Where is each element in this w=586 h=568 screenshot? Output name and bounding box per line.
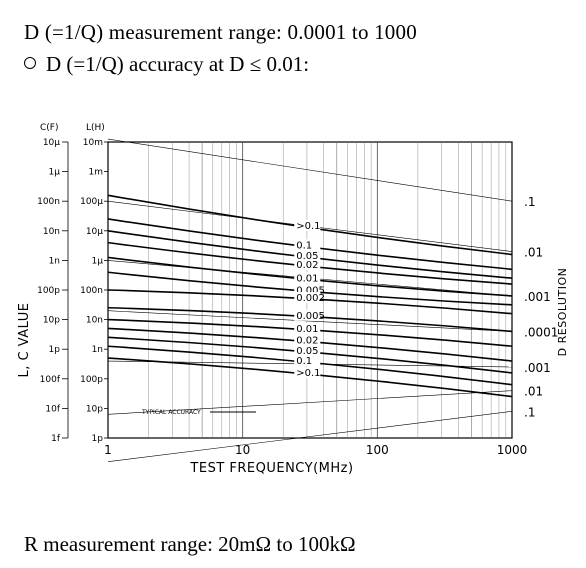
- c-tick-label: 1μ: [49, 168, 61, 178]
- accuracy-curve-label: >0.1: [296, 221, 320, 232]
- accuracy-curve-label: 0.02: [296, 260, 318, 271]
- axis-ticks: 1 10 100 1000 10μ 1μ 100n 10n 1n 100p 10p 1p 100f 10f…: [37, 138, 527, 457]
- curve-label-background: [294, 334, 321, 346]
- accuracy-curves: >0.10.10.050.020.010.0050.0020.0050.010.…: [107, 194, 513, 398]
- curve-label-background: [294, 284, 321, 296]
- curve-label-background: [294, 367, 321, 379]
- resolution-label: .1: [524, 195, 535, 209]
- l-tick-label: 10n: [86, 316, 103, 326]
- l-tick-label: 10p: [86, 404, 103, 414]
- d-accuracy-label: D (=1/Q) accuracy at D ≤ 0.01:: [46, 52, 310, 76]
- r-range-text: R measurement range: 20mΩ to 100kΩ: [24, 532, 356, 556]
- accuracy-curve-label: 0.01: [296, 324, 318, 335]
- l-tick-label: 10μ: [86, 227, 103, 237]
- resolution-label: .1: [524, 405, 535, 419]
- curve-label-background: [294, 272, 321, 284]
- legend-label: TYPICAL ACCURACY: [141, 409, 201, 416]
- x-tick-label: 1: [104, 443, 112, 457]
- l-tick-label: 10m: [83, 138, 103, 148]
- l-tick-label: 1p: [92, 434, 104, 444]
- x-axis-label: TEST FREQUENCY(MHz): [189, 461, 353, 476]
- l-tick-label: 100μ: [80, 197, 103, 207]
- d-range-text: D (=1/Q) measurement range: 0.0001 to 10…: [24, 20, 417, 44]
- resolution-line: [107, 390, 513, 415]
- resolution-label: .01: [524, 246, 543, 260]
- accuracy-curve-label: 0.05: [296, 251, 318, 262]
- c-tick-label: 100p: [37, 286, 60, 296]
- c-tick-label: 100f: [40, 375, 61, 385]
- l-tick-label: 100p: [80, 375, 103, 385]
- accuracy-curve-label: 0.002: [296, 293, 325, 304]
- c-tick-label: 10n: [43, 227, 60, 237]
- right-axis-label: D RESOLUTION: [556, 268, 569, 357]
- resolution-lines: .1 .01 .001 .0001 .001 .01 .1: [107, 138, 558, 462]
- curve-label-background: [294, 239, 321, 251]
- l-tick-label: 1μ: [92, 256, 104, 266]
- c-tick-label: 1f: [51, 434, 61, 444]
- l-tick-label: 100n: [80, 286, 103, 296]
- c-tick-label: 10f: [45, 404, 60, 414]
- curve-label-background: [294, 344, 321, 356]
- accuracy-curve-label: 0.1: [296, 356, 312, 367]
- c-axis-title: C(F): [40, 123, 58, 133]
- c-tick-label: 1p: [49, 345, 61, 355]
- l-axis-title: L(H): [86, 123, 105, 133]
- chart-grid: [148, 142, 507, 438]
- accuracy-curve-label: 0.01: [296, 273, 318, 284]
- l-tick-label: 1m: [89, 168, 104, 178]
- c-tick-label: 1n: [49, 256, 60, 266]
- accuracy-curve-label: 0.02: [296, 336, 318, 347]
- resolution-label: .001: [524, 361, 551, 375]
- l-tick-label: 1n: [92, 345, 103, 355]
- accuracy-curve-label: 0.05: [296, 346, 318, 357]
- curve-label-background: [294, 323, 321, 335]
- chart-legend: TYPICAL ACCURACY: [141, 409, 256, 416]
- x-tick-label: 10: [235, 443, 250, 457]
- accuracy-curve-label: 0.1: [296, 240, 312, 251]
- accuracy-curve-label: >0.1: [296, 368, 320, 379]
- c-tick-label: 100n: [37, 197, 60, 207]
- accuracy-curve-label: 0.005: [296, 311, 325, 322]
- curve-label-background: [294, 292, 321, 304]
- curve-label-background: [294, 355, 321, 367]
- c-tick-label: 10p: [43, 316, 60, 326]
- accuracy-curve-label: 0.005: [296, 285, 325, 296]
- curve-label-background: [294, 309, 321, 321]
- circle-bullet-icon: [24, 57, 36, 69]
- resolution-label: .001: [524, 290, 551, 304]
- y-axis-label: L, C VALUE: [17, 303, 32, 378]
- resolution-label: .0001: [524, 325, 558, 339]
- resolution-line: [107, 138, 513, 202]
- lc-accuracy-chart: .1.01.001.0001.001.01.1 >0.10.10.050.020…: [17, 123, 569, 476]
- resolution-label: .01: [524, 385, 543, 399]
- curve-label-background: [294, 219, 321, 231]
- curve-label-background: [294, 249, 321, 261]
- c-tick-label: 10μ: [43, 138, 60, 148]
- resolution-line: [107, 310, 513, 332]
- curve-label-background: [294, 258, 321, 270]
- x-tick-label: 1000: [497, 443, 528, 457]
- resolution-line: [107, 411, 513, 462]
- x-tick-label: 100: [366, 443, 389, 457]
- d-accuracy-text: D (=1/Q) accuracy at D ≤ 0.01:: [24, 52, 309, 77]
